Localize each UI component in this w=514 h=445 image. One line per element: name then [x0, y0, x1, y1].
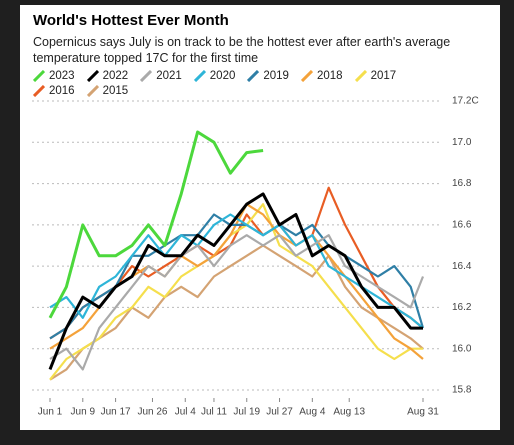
legend-item: 2018	[300, 68, 343, 83]
legend-label: 2023	[49, 69, 75, 82]
chart-title: World's Hottest Ever Month	[33, 12, 229, 29]
series-line	[48, 130, 264, 319]
series-line	[49, 244, 424, 381]
legend-swatch	[33, 84, 45, 97]
x-tick-label: Jun 17	[101, 407, 131, 418]
x-tick-label: Jul 27	[266, 407, 293, 418]
legend-swatch-line	[193, 69, 206, 82]
x-tick-label: Aug 13	[333, 407, 365, 418]
legend-swatch-line	[33, 84, 45, 97]
x-tick-label: Jun 26	[137, 407, 167, 418]
series-line	[48, 192, 423, 370]
x-tick-label: Jun 9	[71, 407, 96, 418]
y-tick-label: 15.8	[452, 385, 472, 396]
legend-item: 2019	[247, 68, 289, 83]
card	[20, 5, 500, 430]
legend-label: 2021	[156, 69, 182, 82]
x-tick-label: Jul 11	[201, 407, 227, 418]
legend-label: 2019	[263, 69, 289, 82]
x-tick-label: Jul 4	[175, 407, 197, 418]
legend-swatch-line	[300, 69, 313, 82]
legend-item: 2015	[86, 83, 129, 98]
x-tick-label: Aug 4	[299, 407, 326, 418]
series-line	[49, 203, 423, 381]
y-tick-label: 17.2C	[452, 96, 479, 107]
legend-swatch	[86, 69, 99, 82]
legend-swatch	[140, 69, 153, 82]
legend-item: 2023	[33, 68, 75, 83]
legend-label: 2017	[370, 69, 397, 82]
legend: 2023 2022 2021 2020 2019 2018 2017 2016 2015	[33, 68, 453, 98]
legend-swatch-line	[354, 69, 367, 82]
legend-item: 2016	[33, 83, 75, 98]
y-tick-label: 16.0	[452, 343, 472, 354]
y-tick-label: 16.2	[452, 302, 472, 313]
chart-subtitle: Copernicus says July is on track to be t…	[33, 35, 451, 65]
legend-swatch-line	[86, 69, 99, 82]
legend-item: 2021	[140, 68, 182, 83]
x-tick-label: Aug 31	[407, 407, 439, 418]
legend-item: 2022	[86, 68, 129, 83]
x-tick-label: Jul 19	[233, 407, 260, 418]
legend-swatch	[193, 69, 206, 82]
legend-swatch	[354, 69, 367, 82]
legend-swatch	[300, 69, 313, 82]
legend-label: 2018	[316, 69, 343, 82]
legend-label: 2020	[209, 69, 236, 82]
legend-swatch-line	[247, 69, 260, 82]
legend-item: 2020	[193, 68, 236, 83]
y-tick-label: 16.4	[452, 261, 472, 272]
legend-swatch-line	[140, 69, 153, 82]
legend-label: 2015	[102, 84, 129, 97]
legend-swatch	[86, 84, 99, 97]
legend-item: 2017	[354, 68, 397, 83]
series-line	[49, 234, 425, 371]
legend-label: 2022	[102, 69, 129, 82]
x-tick-label: Jun 1	[38, 407, 63, 418]
legend-label: 2016	[49, 84, 75, 97]
legend-swatch-line	[86, 84, 99, 97]
y-tick-label: 17.0	[452, 137, 472, 148]
legend-swatch-line	[33, 69, 45, 82]
y-tick-label: 16.6	[452, 219, 472, 230]
legend-swatch	[33, 69, 45, 82]
y-tick-label: 16.8	[452, 178, 472, 189]
legend-swatch	[247, 69, 260, 82]
